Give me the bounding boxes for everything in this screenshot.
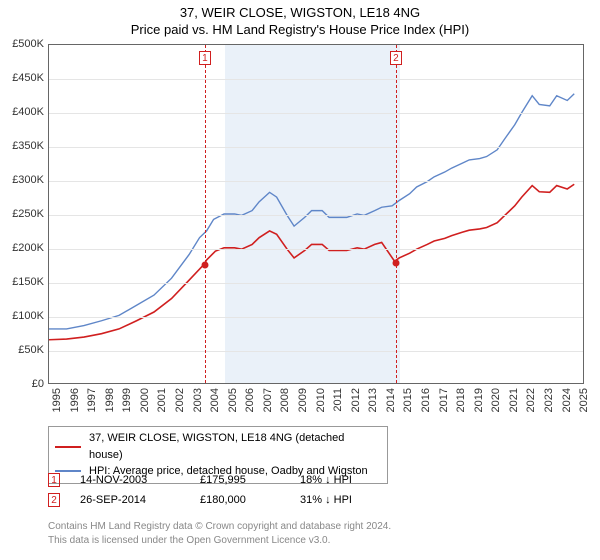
x-axis-label: 2023 bbox=[543, 388, 555, 412]
x-axis-label: 2025 bbox=[578, 388, 590, 412]
chart-subtitle: Price paid vs. HM Land Registry's House … bbox=[0, 22, 600, 39]
x-axis-label: 2021 bbox=[508, 388, 520, 412]
x-axis-label: 1995 bbox=[51, 388, 63, 412]
x-axis-label: 2024 bbox=[561, 388, 573, 412]
x-axis-label: 1997 bbox=[86, 388, 98, 412]
gridline bbox=[49, 147, 583, 148]
x-axis-label: 2012 bbox=[350, 388, 362, 412]
legend-label: 37, WEIR CLOSE, WIGSTON, LE18 4NG (detac… bbox=[89, 430, 381, 463]
y-axis-label: £100K bbox=[0, 310, 44, 322]
x-axis-label: 2016 bbox=[420, 388, 432, 412]
y-axis-label: £400K bbox=[0, 106, 44, 118]
sale-diff: 31% ↓ HPI bbox=[300, 494, 390, 506]
chart-area: 12 1995199619971998199920002001200220032… bbox=[48, 44, 584, 384]
attribution-footer: Contains HM Land Registry data © Crown c… bbox=[48, 520, 391, 547]
y-axis-label: £500K bbox=[0, 38, 44, 50]
y-axis-label: £450K bbox=[0, 72, 44, 84]
legend-item: 37, WEIR CLOSE, WIGSTON, LE18 4NG (detac… bbox=[55, 430, 381, 463]
sale-price: £175,995 bbox=[200, 474, 300, 486]
sale-marker: 1 bbox=[48, 473, 60, 487]
gridline bbox=[49, 181, 583, 182]
x-axis-label: 2003 bbox=[192, 388, 204, 412]
y-axis-label: £50K bbox=[0, 344, 44, 356]
x-axis-label: 1998 bbox=[104, 388, 116, 412]
y-axis-label: £300K bbox=[0, 174, 44, 186]
sale-row: 1 14-NOV-2003£175,99518% ↓ HPI bbox=[48, 470, 584, 490]
gridline bbox=[49, 249, 583, 250]
x-axis-label: 2018 bbox=[455, 388, 467, 412]
marker-vline bbox=[396, 45, 397, 383]
x-axis-label: 2019 bbox=[473, 388, 485, 412]
gridline bbox=[49, 351, 583, 352]
series-line-hpi bbox=[49, 94, 574, 329]
gridline bbox=[49, 283, 583, 284]
sale-date: 14-NOV-2003 bbox=[80, 474, 200, 486]
x-axis-label: 2010 bbox=[315, 388, 327, 412]
footer-line1: Contains HM Land Registry data © Crown c… bbox=[48, 520, 391, 534]
x-axis-label: 2001 bbox=[156, 388, 168, 412]
x-axis-label: 1999 bbox=[121, 388, 133, 412]
x-axis-label: 2007 bbox=[262, 388, 274, 412]
gridline bbox=[49, 79, 583, 80]
x-axis-label: 2009 bbox=[297, 388, 309, 412]
gridline bbox=[49, 113, 583, 114]
x-axis-label: 2020 bbox=[490, 388, 502, 412]
y-axis-label: £0 bbox=[0, 378, 44, 390]
gridline bbox=[49, 215, 583, 216]
x-axis-label: 2005 bbox=[227, 388, 239, 412]
x-axis-label: 2011 bbox=[332, 388, 344, 412]
y-axis-label: £150K bbox=[0, 276, 44, 288]
sales-table: 1 14-NOV-2003£175,99518% ↓ HPI 2 26-SEP-201… bbox=[48, 470, 584, 510]
marker-dot bbox=[201, 262, 208, 269]
sale-row: 2 26-SEP-2014£180,00031% ↓ HPI bbox=[48, 490, 584, 510]
y-axis-label: £250K bbox=[0, 208, 44, 220]
chart-lines bbox=[49, 45, 583, 383]
marker-flag: 1 bbox=[199, 51, 211, 65]
legend-swatch bbox=[55, 446, 81, 448]
sale-diff: 18% ↓ HPI bbox=[300, 474, 390, 486]
chart-title: 37, WEIR CLOSE, WIGSTON, LE18 4NG bbox=[0, 0, 600, 22]
plot-region: 12 bbox=[48, 44, 584, 384]
x-axis-label: 2017 bbox=[438, 388, 450, 412]
sale-price: £180,000 bbox=[200, 494, 300, 506]
x-axis-label: 2022 bbox=[525, 388, 537, 412]
y-axis-label: £350K bbox=[0, 140, 44, 152]
sale-marker: 2 bbox=[48, 493, 60, 507]
x-axis-label: 1996 bbox=[69, 388, 81, 412]
x-axis-label: 2004 bbox=[209, 388, 221, 412]
y-axis-label: £200K bbox=[0, 242, 44, 254]
x-axis-label: 2002 bbox=[174, 388, 186, 412]
x-axis-label: 2015 bbox=[402, 388, 414, 412]
x-axis-label: 2000 bbox=[139, 388, 151, 412]
x-axis-label: 2008 bbox=[279, 388, 291, 412]
marker-vline bbox=[205, 45, 206, 383]
gridline bbox=[49, 317, 583, 318]
x-axis-label: 2006 bbox=[244, 388, 256, 412]
footer-line2: This data is licensed under the Open Gov… bbox=[48, 534, 391, 548]
x-axis-label: 2014 bbox=[385, 388, 397, 412]
marker-dot bbox=[392, 259, 399, 266]
chart-container: 37, WEIR CLOSE, WIGSTON, LE18 4NG Price … bbox=[0, 0, 600, 560]
marker-flag: 2 bbox=[390, 51, 402, 65]
sale-date: 26-SEP-2014 bbox=[80, 494, 200, 506]
x-axis-label: 2013 bbox=[367, 388, 379, 412]
